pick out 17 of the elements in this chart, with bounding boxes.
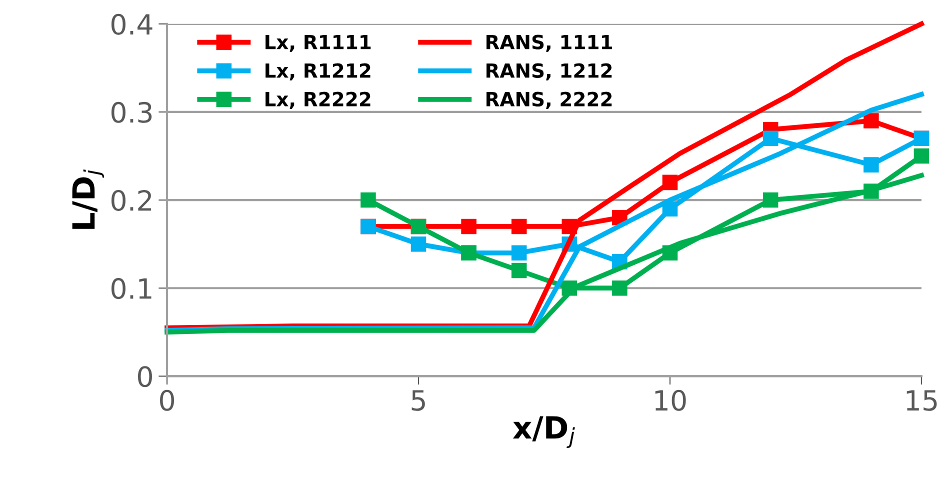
x-tick-label: 0 [160,390,174,411]
x-tick-label: 5 [412,390,425,411]
y-tick-label: 0.4 [111,14,152,35]
x-axis-title: x/D$_{j}$ [512,416,575,448]
y-tick-label: 0.2 [111,190,152,211]
x-tick-label: 15 [906,390,937,411]
y-axis-title: L/D$_{j}$ [72,169,104,229]
legend-label: Lx, R1212 [266,63,370,80]
legend-label: Lx, R1111 [266,34,371,52]
y-tick-label: 0 [138,366,152,388]
y-tick-label: 0.1 [111,278,152,300]
legend-label: RANS, 2222 [486,92,612,109]
legend-label: Lx, R2222 [266,92,370,109]
y-tick-label: 0.3 [111,102,152,123]
x-tick-label: 10 [655,390,686,411]
legend-label: RANS, 1212 [486,63,612,80]
legend-label: RANS, 1111 [486,34,612,52]
